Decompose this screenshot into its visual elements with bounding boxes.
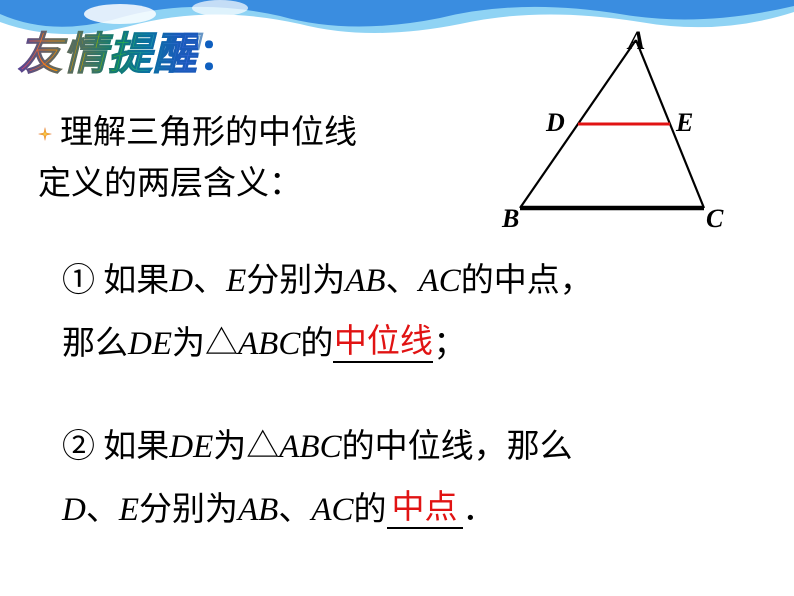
p2-ls: 、 <box>86 492 119 528</box>
p2-lv4: AC <box>311 492 353 528</box>
p2-prefix: ② 如果 <box>62 429 169 465</box>
p1-tail: ； <box>433 326 466 362</box>
p2-tail: ． <box>463 492 496 528</box>
p1-l2a: 那么 <box>62 326 128 362</box>
intro-text: 理解三角形的中位线 定义的两层含义： <box>38 108 357 210</box>
p1-v4: AC <box>419 263 461 299</box>
p2-lv1: D <box>62 492 86 528</box>
point-2: ② 如果DE为△ABC的中位线，那么 D、E分别为AB、AC的中点． <box>62 416 573 541</box>
vertex-label-D: D <box>546 108 565 138</box>
vertex-label-A: A <box>628 26 645 56</box>
p2-ls2: 、 <box>278 492 311 528</box>
p2-lm: 分别为 <box>139 492 238 528</box>
point-1: ① 如果D、E分别为AB、AC的中点， 那么DE为△ABC的中位线； <box>62 250 593 375</box>
p1-v6: ABC <box>238 326 300 362</box>
p1-answer: 中位线 <box>334 324 433 360</box>
p1-prefix: ① 如果 <box>62 263 169 299</box>
p2-m1: 为△ <box>213 429 279 465</box>
p1-m2: 的中点， <box>461 263 593 299</box>
p1-v5: DE <box>128 326 172 362</box>
p1-blank: 中位线 <box>333 328 433 363</box>
vertex-label-E: E <box>676 108 693 138</box>
title-text: 友情提醒 <box>18 30 198 79</box>
p1-m1: 分别为 <box>246 263 345 299</box>
p2-answer: 中点 <box>392 490 458 526</box>
p2-lt: 的 <box>354 492 387 528</box>
p1-v3: AB <box>345 263 385 299</box>
bullet-icon <box>38 127 52 141</box>
p1-s2: 、 <box>386 263 419 299</box>
p1-l2b: 为△ <box>172 326 238 362</box>
p2-v1: DE <box>169 429 213 465</box>
intro-line2: 定义的两层含义： <box>38 166 302 202</box>
p1-v2: E <box>226 263 246 299</box>
intro-line1: 理解三角形的中位线 <box>60 115 357 151</box>
p1-v1: D <box>169 263 193 299</box>
p2-blank: 中点 <box>387 494 463 529</box>
p1-l2c: 的 <box>300 326 333 362</box>
vertex-label-C: C <box>706 204 723 234</box>
title-colon: ： <box>198 30 242 79</box>
p2-lv2: E <box>119 492 139 528</box>
slide-title: 友情提醒： <box>18 18 242 82</box>
p2-m2: 的中位线，那么 <box>342 429 573 465</box>
vertex-label-B: B <box>502 204 519 234</box>
triangle-figure: A B C D E <box>468 32 758 232</box>
p2-lv3: AB <box>238 492 278 528</box>
p1-s1: 、 <box>193 263 226 299</box>
p2-v2: ABC <box>279 429 341 465</box>
